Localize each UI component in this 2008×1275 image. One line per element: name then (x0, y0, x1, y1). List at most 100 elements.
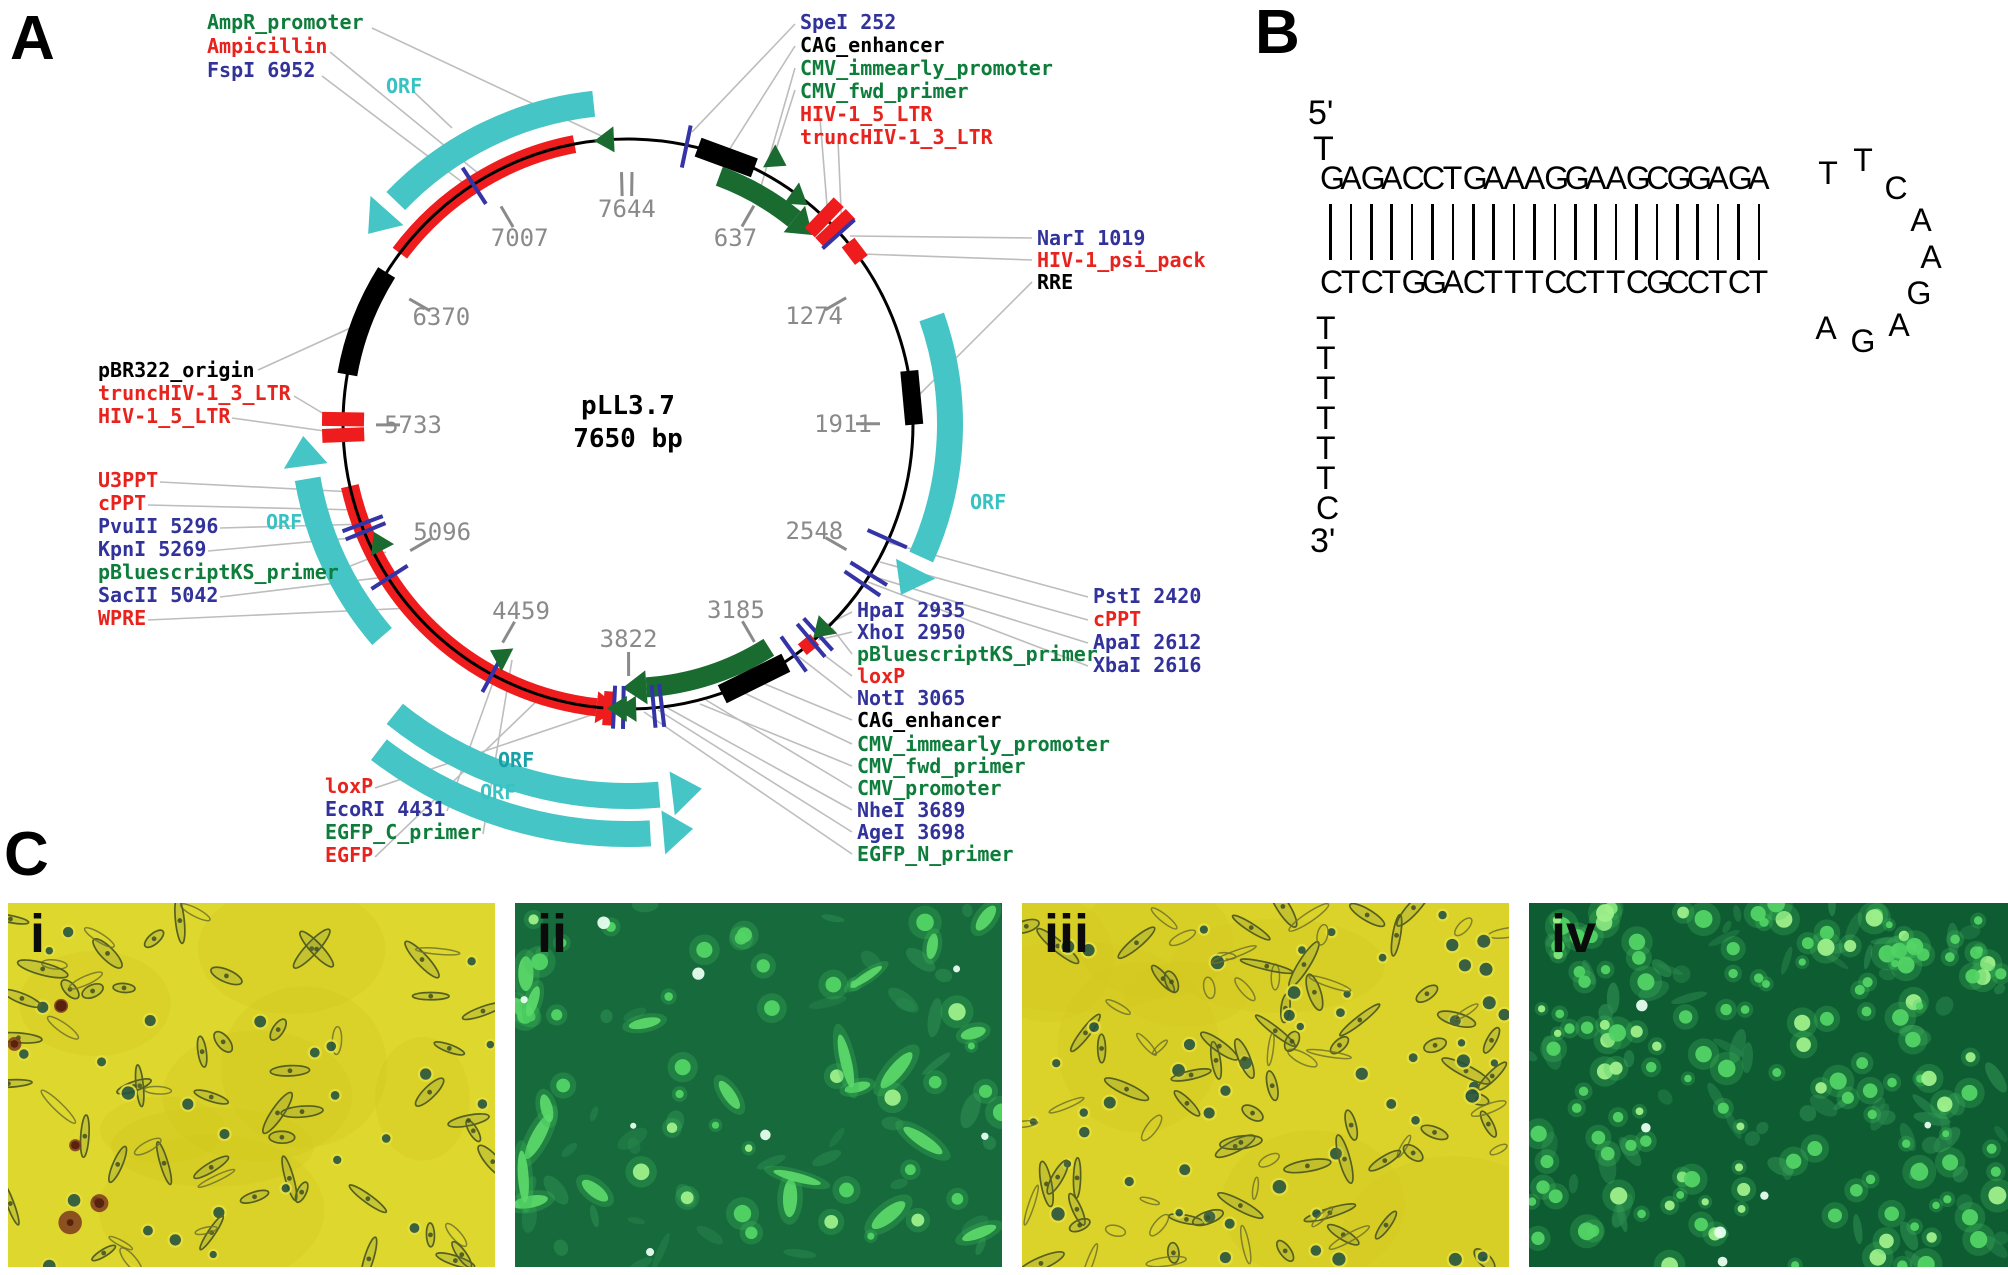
base-pair-bond (1696, 204, 1699, 260)
restriction-site-tick (370, 563, 409, 591)
base: A (1585, 160, 1607, 196)
overhang-base: T (1313, 130, 1334, 168)
loop-base: A (1910, 202, 1932, 238)
tick-label-7644: 7644 (598, 195, 656, 223)
base-pair-bond (1716, 204, 1720, 260)
tick-label-7007: 7007 (490, 224, 549, 253)
base: G (1646, 264, 1672, 300)
fluorescence-cell-image (1529, 903, 2008, 1267)
plasmid-label-u3ppt: U3PPT (98, 468, 159, 492)
base: T (1442, 160, 1463, 196)
base-pair-bond (1431, 204, 1434, 260)
plasmid-label-cmv-immearly-promoter: CMV_immearly_promoter (800, 56, 1053, 80)
base: C (1462, 264, 1486, 300)
orf-arrow-ampicillin-tip (368, 195, 404, 234)
tick-label-4459: 4459 (492, 596, 550, 625)
leader-line (663, 705, 853, 811)
tick-dash (409, 537, 432, 553)
base: C (1666, 264, 1690, 300)
base-pair-bond (1533, 204, 1536, 260)
leader-line (861, 253, 1033, 261)
base-pair-bond (1390, 204, 1393, 260)
orf-label: ORF (480, 780, 517, 804)
base-pair-bond (1329, 204, 1332, 260)
primer-arrowhead (813, 615, 838, 638)
tail-base: T (1316, 310, 1336, 346)
tick-dash (501, 621, 516, 644)
primer-arrowhead (606, 695, 627, 722)
plasmid-title: pLL3.7 7650 bp (573, 390, 683, 456)
plasmid-label-agei-3698: AgeI 3698 (857, 820, 966, 844)
restriction-site-tick (795, 622, 827, 659)
plasmid-label-nhei-3689: NheI 3689 (857, 798, 966, 822)
plasmid-label-cmv-immearly-promoter: CMV_immearly_promoter (857, 732, 1110, 756)
panel-c-label: C (4, 820, 49, 889)
tick-dash (824, 536, 848, 551)
plasmid-label-egfp: EGFP (325, 843, 374, 867)
leader-line (867, 581, 1089, 667)
leader-line (159, 481, 355, 493)
five-prime-label: 5' (1308, 94, 1334, 132)
plasmid-label-pbluescriptks-primer: pBluescriptKS_primer (857, 642, 1098, 666)
orf-arrow-egfp-1 (386, 703, 661, 809)
plasmid-label-ampicillin: Ampicillin (207, 34, 328, 58)
base: C (1401, 160, 1425, 196)
base: C (1360, 264, 1384, 300)
tail-base: T (1316, 430, 1336, 466)
ltr-bar (321, 411, 365, 427)
base-pair-bond (1472, 204, 1475, 260)
cmv-promoter-arrow-top (715, 166, 801, 227)
base: T (1748, 264, 1769, 300)
tick-label-1911: 1911 (814, 409, 872, 438)
ltr-bar (804, 197, 844, 238)
tick-dash (408, 297, 431, 313)
base-pair-bond (1370, 204, 1373, 260)
plasmid-label-egfp-n-primer: EGFP_N_primer (857, 842, 1014, 866)
micrograph-iv: iv (1529, 903, 2008, 1267)
plasmid-label-psti-2420: PstI 2420 (1093, 584, 1202, 608)
base: G (1462, 160, 1488, 196)
leader-line (849, 235, 1033, 239)
base: C (1727, 264, 1751, 300)
base: A (1442, 264, 1464, 300)
panel-b-label: B (1255, 0, 1300, 67)
ltr-bar (321, 427, 365, 443)
orf-arrow-egfp-2 (371, 739, 652, 847)
tick-label-3822: 3822 (599, 624, 658, 653)
plasmid-label-xbai-2616: XbaI 2616 (1093, 653, 1202, 677)
base: G (1625, 160, 1651, 196)
base-pair-bond (1451, 204, 1455, 260)
plasmid-label-hiv-1-5-ltr: HIV-1_5_LTR (800, 102, 933, 126)
micrograph-iii: iii (1022, 903, 1509, 1267)
loop-base: A (1888, 307, 1910, 343)
base: T (1503, 264, 1524, 300)
orf-label: ORF (266, 510, 303, 534)
base: G (1564, 160, 1590, 196)
base-pair-bond (1676, 204, 1679, 260)
leader-line (913, 281, 1033, 401)
orf-arrow-wpre (294, 476, 392, 645)
plasmid-label-loxp: loxP (857, 664, 906, 688)
restriction-site-tick (649, 684, 658, 728)
leader-line (759, 681, 853, 721)
leader-line (759, 67, 796, 191)
leader-line (413, 91, 453, 129)
plasmid-label-hpai-2935: HpaI 2935 (857, 598, 966, 622)
tail-base: T (1316, 460, 1336, 496)
restriction-site-tick (849, 560, 889, 587)
base: C (1625, 264, 1649, 300)
plasmid-label-xhoi-2950: XhoI 2950 (857, 620, 966, 644)
tick-label-1274: 1274 (785, 302, 843, 331)
cag-enhancer-box-top (694, 137, 758, 178)
plasmid-label-apai-2612: ApaI 2612 (1093, 630, 1202, 654)
base: T (1483, 264, 1504, 300)
plasmid-label-cmv-promoter: CMV_promoter (857, 776, 1002, 800)
tail-base: T (1316, 340, 1336, 376)
base: C (1646, 160, 1670, 196)
leader-line (819, 117, 829, 219)
plasmid-label-spei-252: SpeI 252 (800, 10, 897, 34)
plasmid-label-pbr322-origin: pBR322_origin (98, 358, 255, 382)
cmv-promoter-arrow-bottom-tip (622, 670, 648, 705)
